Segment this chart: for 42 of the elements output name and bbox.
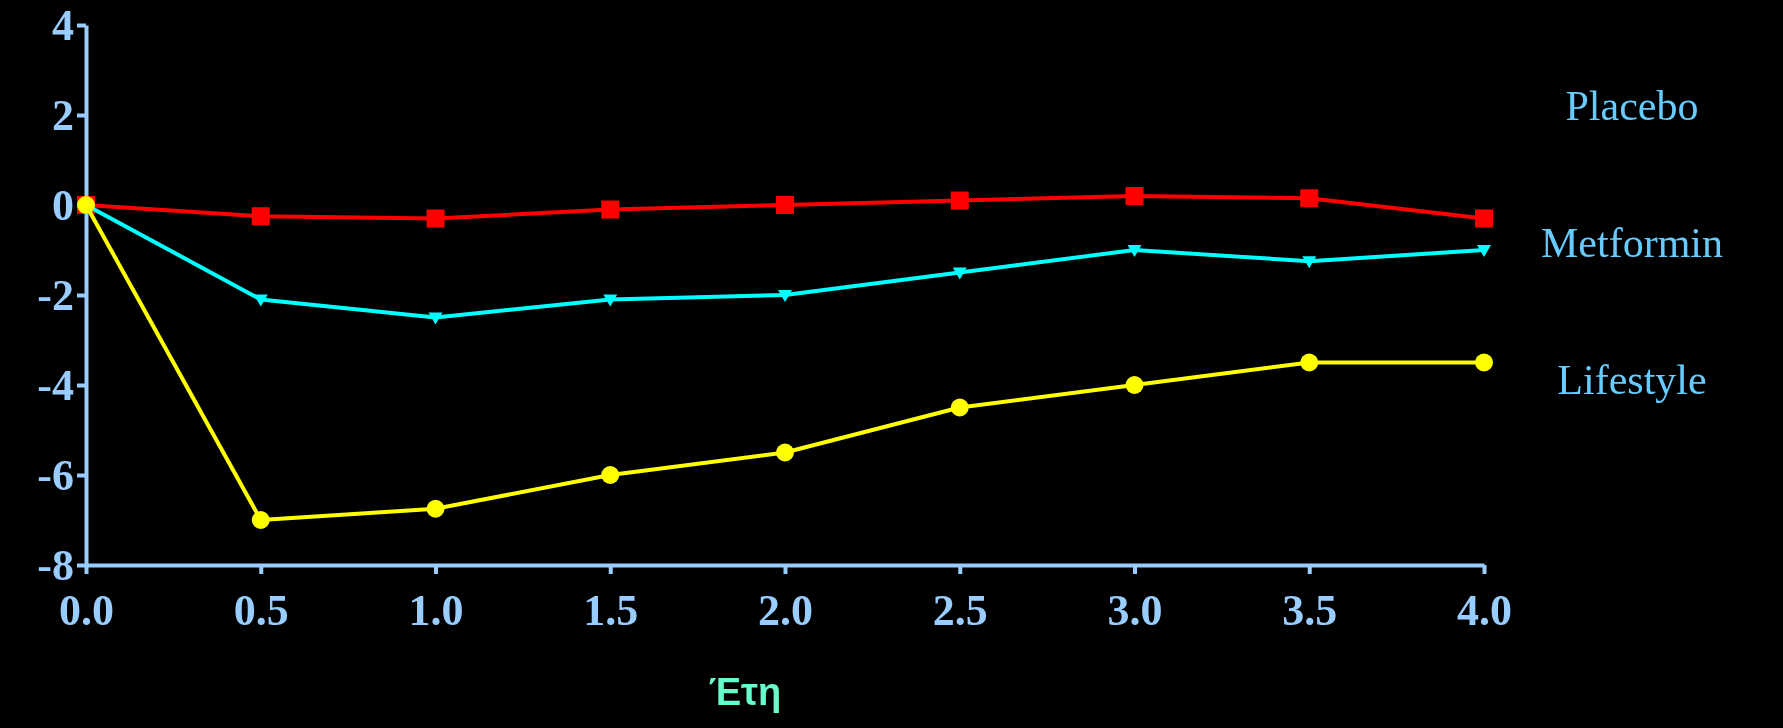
y-tick-label: 0 xyxy=(52,180,74,230)
point xyxy=(251,207,270,226)
x-tick-label: 4.0 xyxy=(1457,586,1512,636)
series-label: Lifestyle xyxy=(1557,357,1707,403)
point xyxy=(776,196,794,214)
x-tick-label: 2.5 xyxy=(932,586,988,636)
point xyxy=(1300,189,1319,208)
y-tick-label: -2 xyxy=(37,270,74,320)
x-tick-label: 1.5 xyxy=(583,586,639,636)
text: Placebo xyxy=(1565,83,1699,129)
series-label: Metformin xyxy=(1541,220,1723,266)
x-axis-title: Έτη xyxy=(708,671,782,713)
point xyxy=(1125,376,1144,394)
point xyxy=(1477,245,1491,257)
point xyxy=(1302,256,1317,269)
y-tick-label: -4 xyxy=(37,360,74,410)
x-tick-label: 3.0 xyxy=(1107,586,1163,636)
point xyxy=(253,294,268,307)
x-tick-label: 3.5 xyxy=(1282,586,1338,636)
point xyxy=(1300,353,1319,372)
point xyxy=(601,200,620,219)
point xyxy=(778,290,792,302)
point xyxy=(1125,187,1144,205)
point xyxy=(776,443,794,462)
point xyxy=(1475,353,1493,372)
point xyxy=(950,191,969,210)
y-tick-label: 2 xyxy=(52,90,74,140)
point xyxy=(952,267,967,280)
x-tick-label: 0.5 xyxy=(233,586,289,636)
point xyxy=(1127,245,1142,257)
point xyxy=(603,294,618,307)
point xyxy=(426,209,445,228)
y-tick-label: 4 xyxy=(52,0,74,50)
point xyxy=(251,511,270,529)
x-tick-label: 2.0 xyxy=(758,586,813,636)
point xyxy=(428,312,443,325)
y-tick-label: -6 xyxy=(37,450,74,500)
point xyxy=(601,466,620,484)
x-tick-label: 1.0 xyxy=(408,586,464,636)
point xyxy=(426,499,445,518)
point xyxy=(950,398,969,417)
point xyxy=(1475,209,1493,228)
